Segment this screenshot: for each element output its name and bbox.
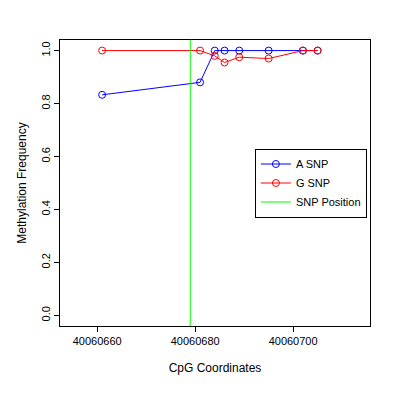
svg-text:Methylation Frequency: Methylation Frequency (15, 122, 29, 243)
svg-text:40060680: 40060680 (171, 335, 220, 347)
svg-text:0.2: 0.2 (40, 253, 52, 268)
svg-text:G SNP: G SNP (296, 177, 330, 189)
svg-text:A SNP: A SNP (296, 158, 328, 170)
svg-text:0.4: 0.4 (40, 200, 52, 215)
svg-text:0.6: 0.6 (40, 147, 52, 162)
svg-text:0.0: 0.0 (40, 306, 52, 321)
svg-text:40060700: 40060700 (269, 335, 318, 347)
svg-text:0.8: 0.8 (40, 94, 52, 109)
svg-text:1.0: 1.0 (40, 41, 52, 56)
svg-text:40060660: 40060660 (73, 335, 122, 347)
svg-text:CpG Coordinates: CpG Coordinates (169, 361, 262, 375)
svg-text:SNP Position: SNP Position (296, 196, 361, 208)
